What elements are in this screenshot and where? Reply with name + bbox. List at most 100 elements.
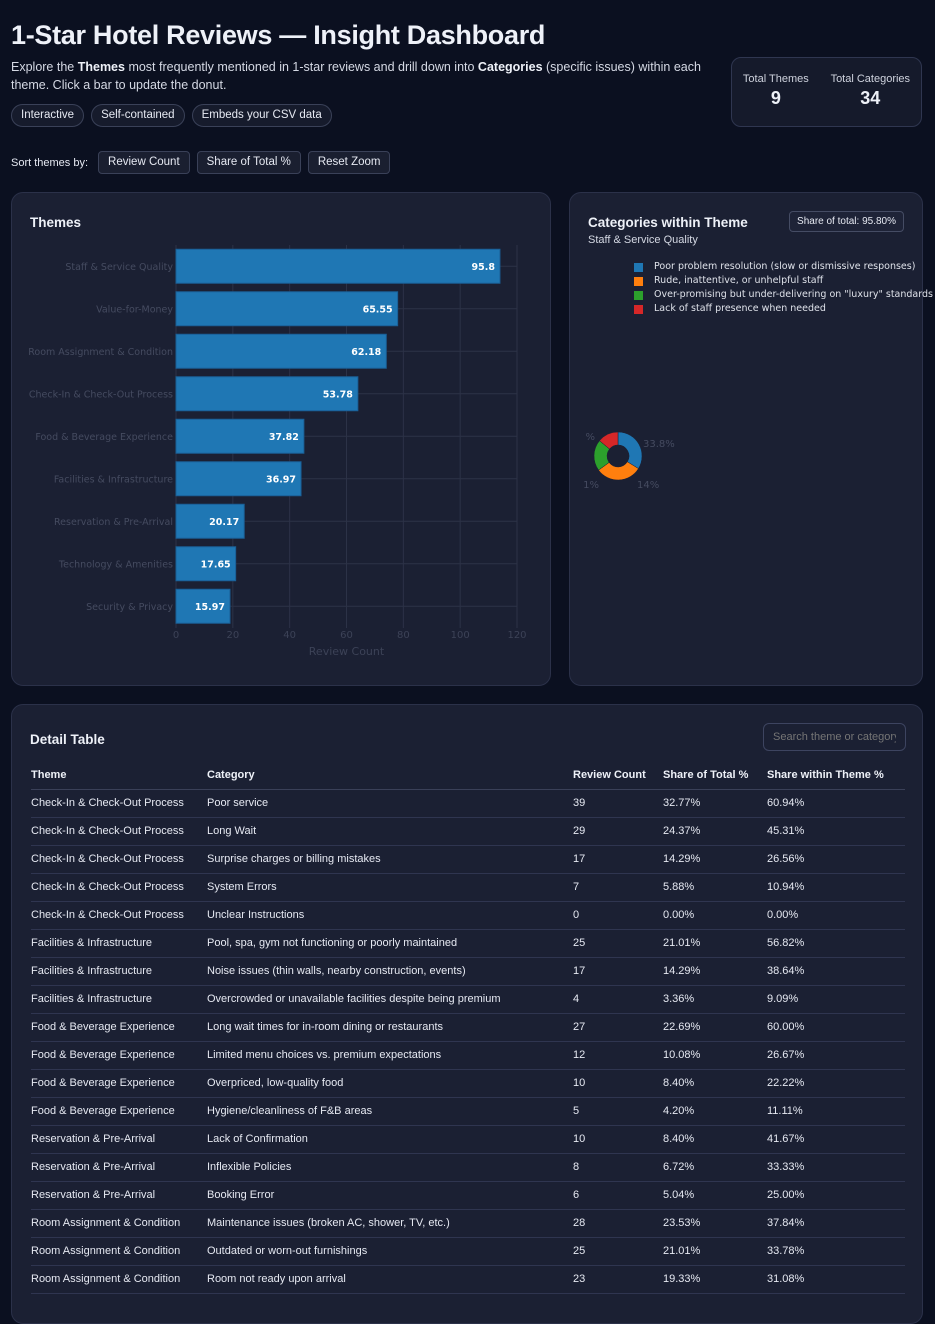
bar[interactable] — [175, 503, 245, 539]
bar-data-label: 62.18 — [351, 347, 381, 358]
table-cell: 8.40% — [663, 1069, 767, 1098]
stat-total-categories: Total Categories 34 — [831, 73, 911, 126]
legend-item[interactable]: Over-promising but under-delivering on "… — [634, 288, 933, 302]
table-cell: 21.01% — [663, 1237, 767, 1266]
categories-title: Categories within Theme — [588, 215, 748, 230]
legend-swatch — [634, 276, 643, 286]
bar-data-label: 17.65 — [201, 559, 231, 570]
table-cell: 5.04% — [663, 1181, 767, 1210]
table-cell: Reservation & Pre-Arrival — [31, 1125, 207, 1154]
table-cell: Limited menu choices vs. premium expecta… — [207, 1041, 573, 1070]
table-cell: 24.37% — [663, 817, 767, 846]
table-row: Facilities & Infrastructure Pool, spa, gy… — [31, 929, 905, 958]
legend-item[interactable]: Poor problem resolution (slow or dismiss… — [634, 260, 933, 274]
table-row: Check-In & Check-Out Process Long Wait 29 2… — [31, 817, 905, 846]
subtitle-text: most frequently mentioned in 1-star revi… — [124, 60, 478, 74]
legend-item[interactable]: Rude, inattentive, or unhelpful staff — [634, 274, 933, 288]
table-row: Room Assignment & Condition Maintenance i… — [31, 1209, 905, 1238]
bar[interactable] — [175, 461, 302, 497]
table-cell: 23.53% — [663, 1209, 767, 1238]
stat-value: 34 — [860, 88, 881, 108]
share-badge: Share of total: 95.80% — [789, 211, 904, 232]
table-cell: Food & Beverage Experience — [31, 1097, 207, 1126]
table-row: Food & Beverage Experience Overpriced, lo… — [31, 1069, 905, 1098]
sort-label: Sort themes by: — [11, 156, 89, 169]
subtitle-text: Explore the — [11, 60, 78, 74]
table-cell: Check-In & Check-Out Process — [31, 901, 207, 930]
table-cell: 14.29% — [663, 957, 767, 986]
table-cell: 26.56% — [767, 845, 905, 874]
bar[interactable] — [175, 418, 305, 454]
bar[interactable] — [175, 588, 231, 624]
table-cell: Reservation & Pre-Arrival — [31, 1153, 207, 1182]
categories-card: Categories within Theme Staff & Service … — [569, 192, 933, 686]
table-cell: Facilities & Infrastructure — [31, 929, 207, 958]
table-cell: Long Wait — [207, 817, 573, 846]
table-cell: Pool, spa, gym not functioning or poorly… — [207, 929, 573, 958]
table-row: Reservation & Pre-Arrival Booking Error 6 5… — [31, 1181, 905, 1210]
table-cell: Poor service — [207, 789, 573, 818]
table-cell: 5 — [573, 1097, 663, 1126]
table-cell: 6.72% — [663, 1153, 767, 1182]
column-header[interactable]: Theme — [31, 761, 207, 790]
table-cell: Noise issues (thin walls, nearby constru… — [207, 957, 573, 986]
sort-review-count-button[interactable]: Review Count — [98, 151, 190, 174]
legend-label: Rude, inattentive, or unhelpful staff — [654, 275, 824, 286]
table-cell: 0.00% — [767, 901, 905, 930]
table-cell: 33.33% — [767, 1153, 905, 1182]
table-cell: 39 — [573, 789, 663, 818]
y-tick-label: Security & Privacy — [86, 602, 173, 613]
table-cell: 4.20% — [663, 1097, 767, 1126]
table-row: Check-In & Check-Out Process Poor service… — [31, 789, 905, 818]
table-cell: Food & Beverage Experience — [31, 1013, 207, 1042]
table-cell: 0 — [573, 901, 663, 930]
column-header[interactable]: Share within Theme % — [767, 761, 905, 790]
bar-data-label: 65.55 — [363, 304, 393, 315]
bar[interactable] — [175, 291, 399, 327]
legend-swatch — [634, 304, 643, 314]
table-cell: 37.84% — [767, 1209, 905, 1238]
table-cell: Room Assignment & Condition — [31, 1265, 207, 1294]
x-tick-label: 20 — [226, 630, 239, 641]
table-cell: Facilities & Infrastructure — [31, 985, 207, 1014]
x-tick-label: 60 — [340, 630, 353, 641]
y-tick-label: Food & Beverage Experience — [35, 432, 173, 443]
subtitle-themes: Themes — [77, 60, 125, 74]
legend-item[interactable]: Lack of staff presence when needed — [634, 302, 933, 316]
table-cell: 25.00% — [767, 1181, 905, 1210]
column-header[interactable]: Category — [207, 761, 573, 790]
pill-interactive: Interactive — [11, 104, 85, 127]
subtitle-text: (specific issues) within each theme. Cli… — [11, 60, 701, 92]
table-cell: 25 — [573, 929, 663, 958]
search-input[interactable] — [763, 723, 906, 751]
bar[interactable] — [175, 546, 237, 582]
themes-title: Themes — [30, 215, 82, 230]
table-cell: 0.00% — [663, 901, 767, 930]
stat-label: Total Categories — [830, 73, 911, 85]
table-cell: 11.11% — [767, 1097, 905, 1126]
table-cell: 10 — [573, 1069, 663, 1098]
table-cell: Overpriced, low-quality food — [207, 1069, 573, 1098]
bar[interactable] — [175, 248, 501, 284]
sort-share-button[interactable]: Share of Total % — [196, 151, 301, 174]
table-cell: 41.67% — [767, 1125, 905, 1154]
x-tick-label: 100 — [451, 630, 470, 641]
table-cell: Lack of Confirmation — [207, 1125, 573, 1154]
table-cell: Check-In & Check-Out Process — [31, 817, 207, 846]
table-cell: 9.09% — [767, 985, 905, 1014]
reset-zoom-button[interactable]: Reset Zoom — [307, 151, 391, 174]
bar[interactable] — [175, 333, 387, 369]
column-header[interactable]: Review Count — [573, 761, 663, 790]
column-header[interactable]: Share of Total % — [663, 761, 767, 790]
y-tick-label: Room Assignment & Condition — [28, 347, 173, 358]
y-tick-label: Check-In & Check-Out Process — [29, 389, 173, 400]
stat-label: Total Themes — [742, 73, 809, 85]
bar[interactable] — [175, 376, 359, 412]
stats-box: Total Themes 9 Total Categories 34 — [731, 57, 922, 127]
themes-bar-chart: 0 20 40 60 80 100 120 95.8 Staff & Service Quali… — [28, 245, 527, 658]
legend-swatch — [634, 290, 643, 300]
table-cell: 22.69% — [663, 1013, 767, 1042]
table-cell: 10 — [573, 1125, 663, 1154]
table-cell: Check-In & Check-Out Process — [31, 845, 207, 874]
